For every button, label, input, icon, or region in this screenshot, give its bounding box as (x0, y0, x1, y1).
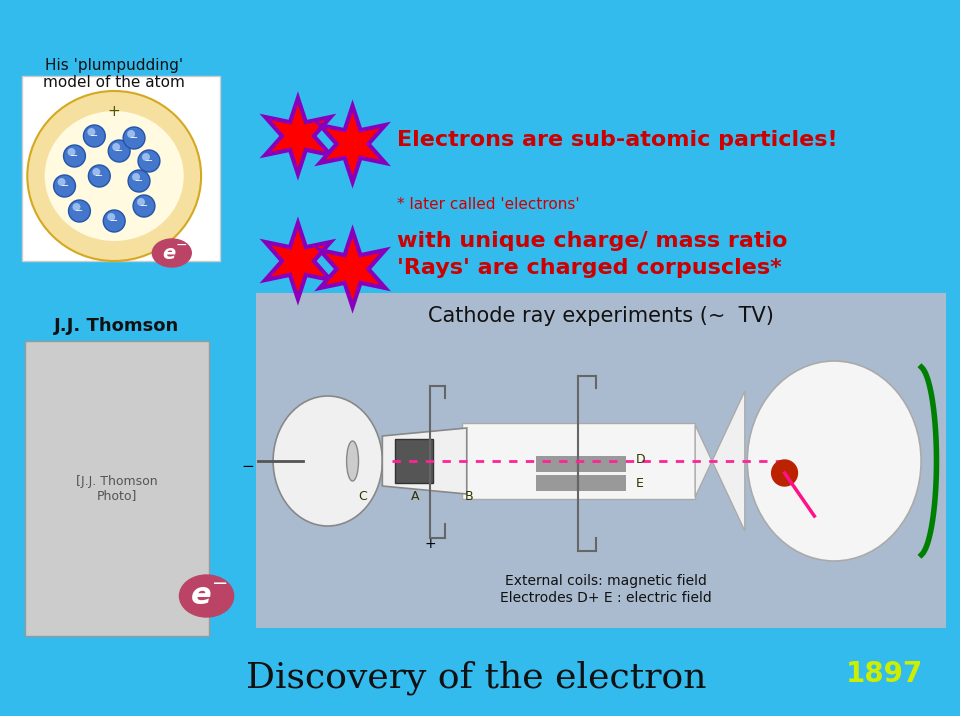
Ellipse shape (747, 361, 921, 561)
Circle shape (88, 165, 110, 187)
Text: −: − (212, 574, 228, 594)
Text: −: − (60, 181, 68, 191)
FancyBboxPatch shape (256, 293, 947, 628)
Circle shape (133, 195, 155, 217)
Text: D: D (636, 453, 645, 465)
Circle shape (142, 153, 150, 161)
Text: −: − (145, 156, 153, 166)
Text: −: − (70, 151, 79, 161)
Text: −: − (176, 238, 187, 252)
Text: −: − (115, 146, 123, 156)
Text: −: − (90, 131, 99, 141)
Text: His 'plumpudding'
model of the atom
(1904): His 'plumpudding' model of the atom (190… (43, 58, 185, 108)
Ellipse shape (273, 396, 382, 526)
Circle shape (128, 170, 150, 192)
Circle shape (108, 140, 131, 162)
Text: C: C (358, 490, 367, 503)
Ellipse shape (347, 441, 358, 481)
Ellipse shape (153, 239, 191, 267)
Circle shape (138, 150, 160, 172)
FancyBboxPatch shape (22, 76, 221, 261)
Text: Electrodes D+ E : electric field: Electrodes D+ E : electric field (500, 591, 711, 605)
Circle shape (67, 148, 76, 156)
Text: 1897: 1897 (847, 660, 924, 688)
Ellipse shape (45, 111, 183, 241)
Polygon shape (265, 98, 330, 174)
Circle shape (104, 210, 125, 232)
Text: * later called 'electrons': * later called 'electrons' (397, 196, 580, 211)
Text: −: − (135, 176, 143, 186)
Text: −: − (76, 206, 84, 216)
FancyBboxPatch shape (462, 423, 695, 499)
Text: −: − (242, 458, 254, 473)
Circle shape (123, 127, 145, 149)
Ellipse shape (27, 91, 201, 261)
Circle shape (772, 460, 798, 486)
Polygon shape (320, 106, 385, 182)
Text: Discovery of the electron: Discovery of the electron (247, 661, 707, 695)
Text: e: e (162, 243, 176, 263)
Text: with unique charge/ mass ratio: with unique charge/ mass ratio (397, 231, 788, 251)
FancyBboxPatch shape (537, 475, 626, 491)
Text: Electrons are sub-atomic particles!: Electrons are sub-atomic particles! (397, 130, 838, 150)
Text: [J.J. Thomson
Photo]: [J.J. Thomson Photo] (76, 475, 157, 503)
Text: Cathode ray experiments (~  TV): Cathode ray experiments (~ TV) (428, 306, 775, 326)
Polygon shape (265, 223, 330, 299)
Circle shape (92, 168, 100, 176)
Text: e: e (191, 581, 212, 611)
FancyBboxPatch shape (396, 439, 433, 483)
Circle shape (87, 128, 95, 136)
Circle shape (84, 125, 106, 147)
Polygon shape (695, 391, 745, 531)
Text: −: − (130, 133, 138, 143)
Text: +: + (424, 537, 436, 551)
Polygon shape (382, 428, 467, 494)
Circle shape (54, 175, 76, 197)
FancyBboxPatch shape (537, 456, 626, 472)
Text: A: A (411, 490, 420, 503)
Circle shape (68, 200, 90, 222)
FancyBboxPatch shape (25, 341, 208, 636)
Circle shape (137, 198, 145, 206)
Circle shape (58, 178, 65, 186)
Text: +: + (108, 104, 121, 119)
Text: B: B (465, 490, 473, 503)
Text: −: − (140, 201, 148, 211)
Polygon shape (320, 231, 385, 307)
Circle shape (108, 213, 115, 221)
Text: −: − (95, 171, 104, 181)
Text: External coils: magnetic field: External coils: magnetic field (505, 574, 707, 588)
Circle shape (63, 145, 85, 167)
Text: E: E (636, 477, 643, 490)
Ellipse shape (180, 575, 233, 617)
Circle shape (73, 203, 81, 211)
Text: −: − (110, 216, 118, 226)
Circle shape (127, 130, 135, 138)
Text: J.J. Thomson: J.J. Thomson (54, 317, 180, 335)
Text: 'Rays' are charged corpuscles*: 'Rays' are charged corpuscles* (397, 258, 782, 278)
Circle shape (132, 173, 140, 181)
Circle shape (112, 143, 120, 151)
